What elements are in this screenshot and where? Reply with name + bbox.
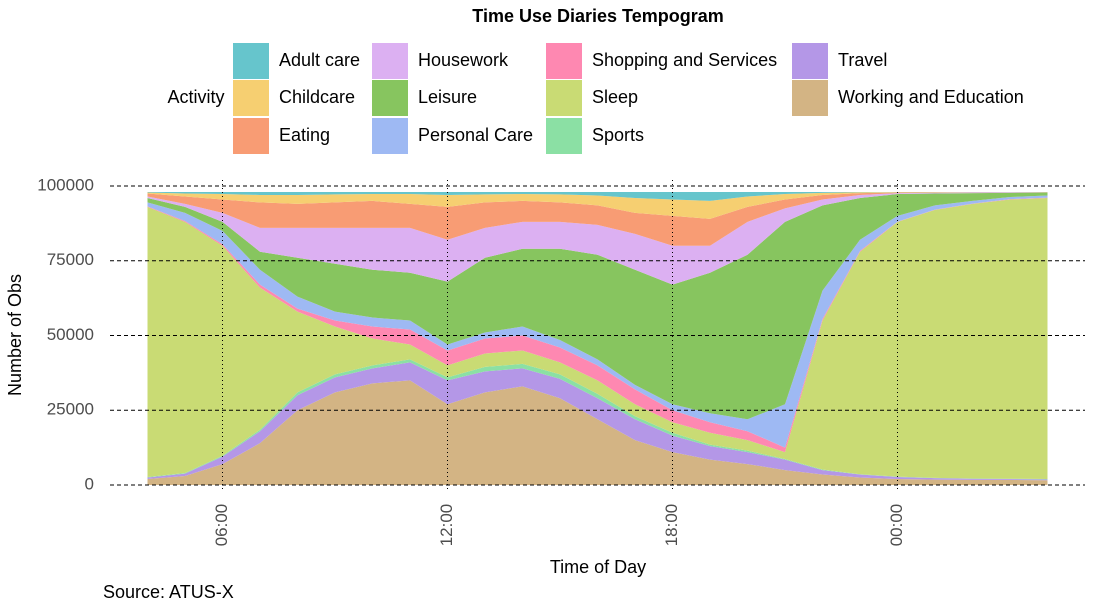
y-tick-label: 25000 [47, 400, 94, 419]
x-tick-label: 12:00 [437, 504, 456, 547]
legend-label: Sports [592, 125, 644, 145]
x-tick-label: 06:00 [212, 504, 231, 547]
area [147, 192, 1048, 219]
legend-label: Leisure [418, 87, 477, 107]
legend-key [546, 80, 582, 116]
area [147, 191, 1048, 201]
legend-label: Travel [838, 50, 887, 70]
areas [147, 191, 1048, 486]
legend-label: Sleep [592, 87, 638, 107]
x-tick-label: 00:00 [887, 504, 906, 547]
legend-label: Shopping and Services [592, 50, 777, 70]
area [147, 192, 1048, 246]
y-tick-label: 0 [85, 475, 94, 494]
legend-key [372, 80, 408, 116]
y-axis-title: Number of Obs [5, 274, 25, 396]
area [147, 197, 1048, 480]
legend-key [372, 118, 408, 154]
y-tick-label: 75000 [47, 250, 94, 269]
area [147, 192, 1048, 420]
legend-label: Childcare [279, 87, 355, 107]
y-tick-label: 50000 [47, 325, 94, 344]
legend-key [792, 43, 828, 79]
x-tick-label: 18:00 [662, 504, 681, 547]
chart-title: Time Use Diaries Tempogram [472, 6, 723, 26]
legend-key [233, 80, 269, 116]
x-axis-title: Time of Day [550, 557, 646, 577]
axes [110, 180, 1085, 491]
legend-key [792, 80, 828, 116]
area [147, 192, 1048, 285]
legend-key [546, 118, 582, 154]
legend-label: Working and Education [838, 87, 1024, 107]
legend-label: Housework [418, 50, 509, 70]
legend-label: Adult care [279, 50, 360, 70]
y-tick-label: 100000 [37, 175, 94, 194]
caption: Source: ATUS-X [103, 582, 234, 602]
area [147, 380, 1048, 486]
legend-key [372, 43, 408, 79]
legend-key [233, 43, 269, 79]
legend-key [546, 43, 582, 79]
legend-label: Eating [279, 125, 330, 145]
legend-title: Activity [167, 87, 224, 107]
legend-label: Personal Care [418, 125, 533, 145]
legend-key [233, 118, 269, 154]
